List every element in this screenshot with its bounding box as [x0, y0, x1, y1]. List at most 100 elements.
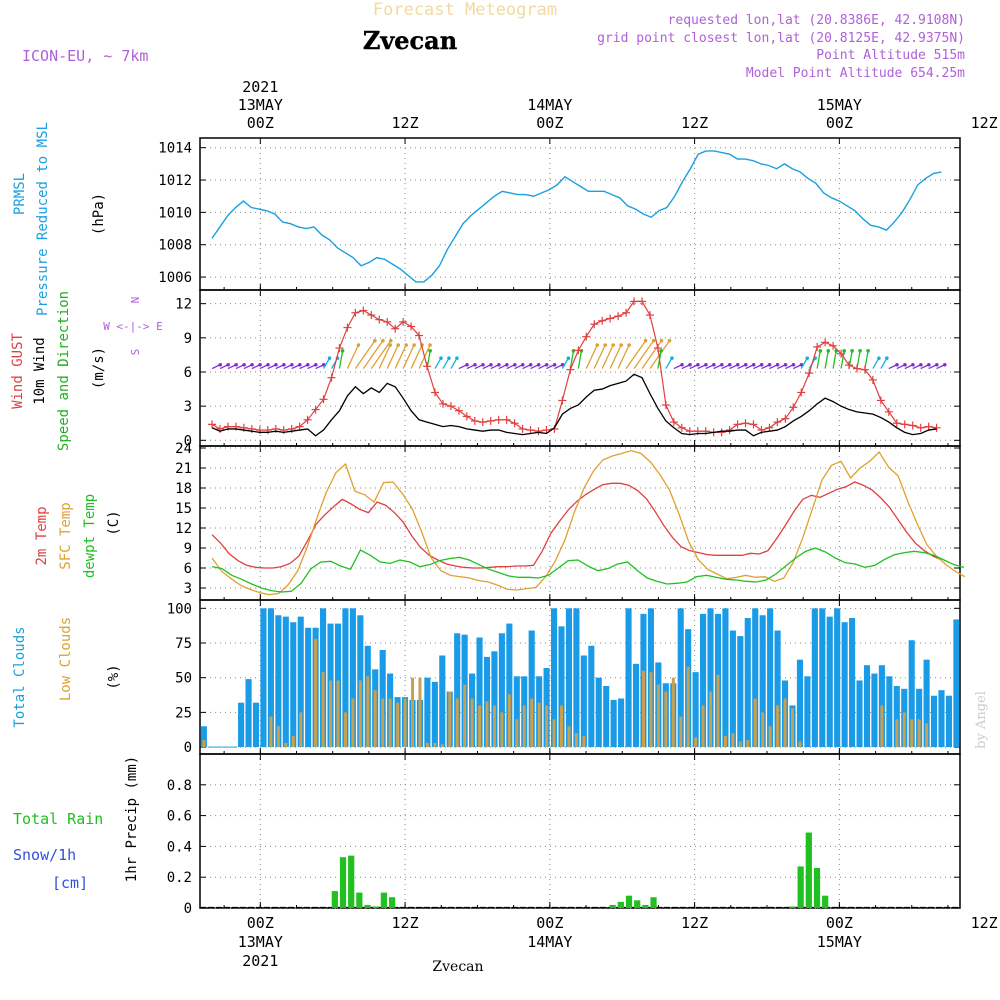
bar-low-clouds: [329, 680, 333, 748]
wind-direction-arrow: [378, 344, 391, 369]
bar-rain: [331, 891, 338, 908]
bar-rain: [356, 892, 363, 908]
top-hour-label: 00Z: [247, 114, 274, 132]
wind-direction-arrow: [872, 357, 880, 369]
chart-title: Forecast Meteogram: [373, 0, 557, 20]
wind-arrow-head: [356, 343, 361, 347]
bar-total-clouds: [804, 676, 811, 748]
bar-low-clouds: [276, 726, 280, 748]
bottom-date-label: 15MAY: [817, 933, 862, 951]
bar-low-clouds: [895, 719, 899, 748]
bar-total-clouds: [558, 626, 565, 748]
y-tick-label: 3: [184, 399, 192, 415]
bottom-hour-label: 00Z: [536, 914, 563, 932]
bar-rain: [634, 900, 641, 908]
bar-low-clouds: [656, 684, 660, 748]
bar-total-clouds: [796, 659, 803, 748]
wind-arrow-head: [428, 343, 432, 347]
y-tick-label: 1006: [158, 270, 192, 286]
bar-total-clouds: [632, 663, 640, 748]
wind-arrow-head: [767, 362, 772, 367]
y-tick-label: 0: [184, 901, 192, 917]
bar-low-clouds: [776, 705, 780, 748]
bar-low-clouds: [902, 712, 906, 748]
y-tick-label: 1012: [158, 173, 192, 189]
bar-low-clouds: [649, 672, 653, 748]
bar-low-clouds: [925, 723, 929, 748]
series-sfc-temp: [211, 449, 966, 596]
bar-total-clouds: [267, 608, 274, 748]
bar-total-clouds: [707, 608, 714, 748]
bar-total-clouds: [767, 608, 774, 748]
wind-direction-arrow: [434, 357, 442, 369]
bar-rain: [642, 904, 649, 908]
series-gust-line: [211, 300, 937, 433]
bar-total-clouds: [297, 616, 304, 748]
bottom-hour-label: 00Z: [826, 914, 853, 932]
y-tick-label: 24: [175, 441, 192, 457]
bar-low-clouds: [582, 735, 586, 748]
bar-low-clouds: [731, 733, 735, 748]
wind-arrow-head: [497, 362, 501, 367]
wind-arrow-head: [544, 362, 549, 367]
bar-low-clouds: [470, 698, 474, 748]
bar-total-clouds: [923, 659, 930, 748]
bar-total-clouds: [811, 608, 818, 748]
wind-direction-arrow: [442, 357, 450, 369]
bar-low-clouds: [716, 674, 720, 748]
wind-arrow-head: [911, 362, 915, 367]
bar-low-clouds: [917, 719, 921, 748]
wind-arrow-head: [298, 362, 302, 367]
bar-low-clouds: [791, 708, 794, 748]
bar-low-clouds: [768, 726, 772, 748]
bar-total-clouds: [282, 616, 289, 748]
series-wind-line: [211, 373, 937, 437]
wind-direction-arrow: [346, 344, 359, 369]
bar-rain: [609, 904, 616, 908]
wind-arrow-head: [340, 349, 345, 353]
wind-arrow-head: [327, 356, 332, 360]
bar-low-clouds: [783, 698, 787, 748]
wind-arrow-head: [866, 349, 870, 353]
bar-total-clouds: [759, 615, 766, 748]
ylabel-direction: Speed and Direction: [56, 291, 72, 451]
bar-low-clouds: [448, 691, 452, 748]
bar-rain: [372, 906, 379, 908]
wind-direction-arrow: [561, 357, 569, 369]
panel-pressure: 1006 1008 1010 1012 1014 PRMSL Pressure Reduce…: [12, 122, 961, 316]
wind-arrow-head: [306, 362, 310, 367]
wind-arrow-head: [234, 362, 238, 367]
y-tick-label: 9: [184, 331, 192, 347]
bar-total-clouds: [916, 688, 923, 748]
watermark: by Angel: [974, 691, 989, 749]
wind-arrow-head: [250, 362, 254, 367]
wind-arrow-head: [919, 362, 923, 367]
bar-total-clouds: [752, 608, 759, 748]
bar-total-clouds: [580, 655, 587, 748]
wind-direction-arrow: [625, 340, 647, 369]
y-tick-label: 3: [184, 581, 192, 597]
label-snow: Snow/1h: [13, 846, 76, 864]
bottom-date-label: 14MAY: [527, 933, 572, 951]
bar-rain: [789, 906, 796, 908]
bar-total-clouds: [834, 608, 841, 748]
bar-low-clouds: [671, 677, 675, 748]
wind-arrow-head: [735, 362, 740, 367]
wind-arrow-head: [791, 362, 796, 367]
wind-arrow-head: [805, 356, 810, 360]
bar-low-clouds: [485, 701, 489, 748]
wind-arrow-head: [381, 338, 385, 343]
wind-arrow-head: [455, 356, 459, 360]
bar-low-clouds: [314, 638, 318, 748]
bottom-hour-label: 12Z: [971, 914, 998, 932]
ylabel-prmsl: PRMSL: [12, 173, 28, 215]
bar-low-clouds: [425, 742, 429, 748]
y-tick-label: 21: [175, 461, 192, 477]
wind-arrow-head: [927, 362, 931, 367]
ylabel-2m: 2m Temp: [34, 506, 50, 565]
bar-low-clouds: [500, 712, 504, 748]
wind-arrow-head: [536, 362, 541, 367]
bar-total-clouds: [908, 640, 915, 748]
bar-total-clouds: [476, 637, 483, 748]
compass-n: N: [129, 297, 142, 304]
